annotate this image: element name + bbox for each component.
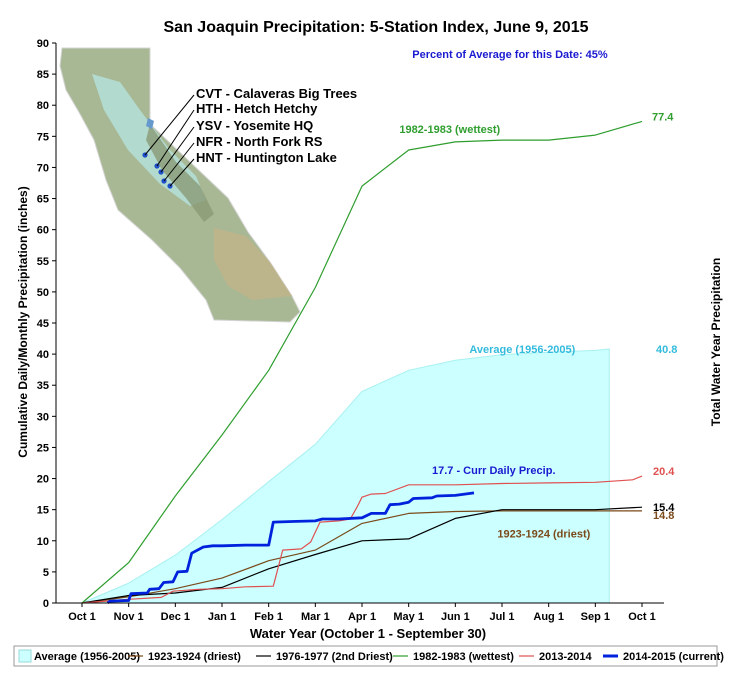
wy1924-total-value: 14.8: [653, 510, 674, 522]
series-line: [81, 510, 642, 604]
x-tick-label: Oct 1: [68, 611, 96, 623]
x-axis-label: Water Year (October 1 - September 30): [250, 626, 486, 641]
y-tick-label: 85: [37, 69, 49, 81]
y-tick-label: 15: [37, 505, 49, 517]
average-series-label: Average (1956-2005): [469, 344, 575, 356]
station-label: NFR - North Fork RS: [196, 134, 323, 149]
x-tick-label: Jan 1: [208, 611, 236, 623]
legend-label: Average (1956-2005): [34, 651, 140, 663]
secondary-y-axis-label: Total Water Year Precipitation: [709, 258, 723, 427]
station-label: HNT - Huntington Lake: [196, 150, 337, 165]
series-line: [81, 506, 643, 604]
y-tick-label: 60: [37, 225, 49, 237]
y-tick-label: 70: [37, 162, 49, 174]
y-tick-label: 90: [37, 38, 49, 50]
y-axis-label: Cumulative Daily/Monthly Precipitation (…: [16, 186, 30, 457]
current-precip-label: 17.7 - Curr Daily Precip.: [432, 465, 556, 477]
y-tick-label: 25: [37, 442, 49, 454]
legend-swatch: [18, 649, 32, 663]
y-tick-label: 35: [37, 380, 49, 392]
station-leader-line: [160, 126, 195, 173]
y-tick-label: 45: [37, 318, 49, 330]
wy2014-total-value: 20.4: [653, 466, 675, 478]
y-tick-label: 50: [37, 287, 49, 299]
legend-label: 2013-2014: [539, 651, 592, 663]
y-tick-label: 40: [37, 349, 49, 361]
x-tick-label: Jul 1: [489, 611, 514, 623]
plot-area: 0 5 10 15 20 25 30 35 40 45 50 55 60 65 70 75 80 85 90 Oct …: [37, 38, 678, 623]
wettest-total-value: 77.4: [652, 111, 674, 123]
legend-box: [13, 645, 718, 667]
x-tick-label: Feb 1: [254, 611, 283, 623]
x-tick-label: May 1: [393, 611, 424, 623]
x-tick-label: Jun 1: [441, 611, 470, 623]
x-tick-label: Aug 1: [533, 611, 564, 623]
x-tick-label: Dec 1: [161, 611, 190, 623]
station-leader-line: [169, 158, 195, 187]
x-tick-label: Nov 1: [114, 611, 144, 623]
driest-series-label: 1923-1924 (driest): [497, 529, 590, 541]
y-tick-label: 0: [43, 598, 49, 610]
series-area-average: [81, 348, 610, 604]
y-tick-label: 10: [37, 536, 49, 548]
station-label: HTH - Hetch Hetchy: [196, 101, 318, 116]
x-tick-label: Sep 1: [581, 611, 610, 623]
y-tick-label: 80: [37, 100, 49, 112]
legend-label: 2014-2015 (current): [623, 651, 724, 663]
chart-title: San Joaquin Precipitation: 5-Station Ind…: [164, 19, 589, 36]
legend-label: 1982-1983 (wettest): [413, 651, 514, 663]
y-tick-label: 20: [37, 474, 49, 486]
legend-label: 1976-1977 (2nd Driest): [276, 651, 393, 663]
station-leader-line: [144, 94, 195, 156]
x-tick-label: Oct 1: [628, 611, 656, 623]
x-tick-label: Mar 1: [301, 611, 330, 623]
california-map-desert: [214, 228, 292, 300]
station-label: YSV - Yosemite HQ: [196, 118, 313, 133]
wettest-series-label: 1982-1983 (wettest): [399, 124, 500, 136]
percent-of-average-note: Percent of Average for this Date: 45%: [412, 49, 608, 61]
series-line: [106, 491, 475, 605]
average-total-value: 40.8: [656, 344, 677, 356]
station-leader-line: [163, 142, 195, 182]
station-leader-line: [156, 109, 195, 167]
x-tick-label: Apr 1: [348, 611, 376, 623]
california-map-lake-tahoe: [146, 118, 154, 129]
wy1977-total-value: 15.4: [653, 502, 675, 514]
y-tick-label: 30: [37, 411, 49, 423]
california-map-sierra: [146, 124, 214, 222]
y-tick-label: 65: [37, 194, 49, 206]
y-tick-label: 5: [43, 567, 49, 579]
y-tick-label: 55: [37, 256, 49, 268]
california-map: CVT - Calaveras Big Trees HTH - Hetch He…: [59, 47, 357, 323]
legend: Average (1956-2005) 1923-1924 (driest) 197…: [13, 645, 724, 667]
y-tick-label: 75: [37, 131, 49, 143]
legend-label: 1923-1924 (driest): [148, 651, 241, 663]
series-line: [81, 120, 643, 604]
legend-items: Average (1956-2005) 1923-1924 (driest) 197…: [18, 649, 724, 663]
station-label: CVT - Calaveras Big Trees: [196, 86, 357, 101]
